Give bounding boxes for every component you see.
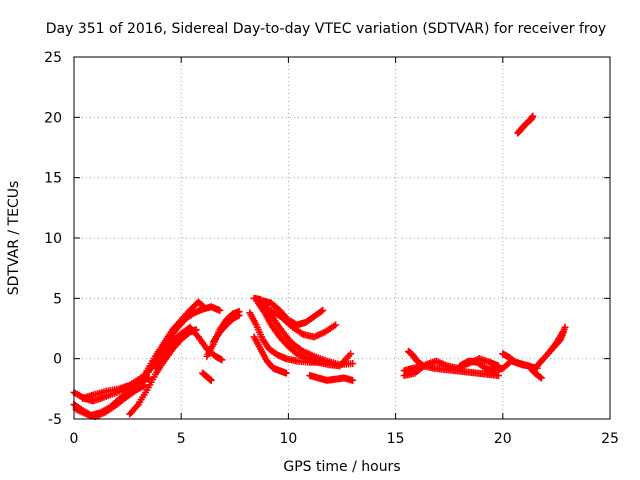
x-tick-label: 10 (279, 431, 297, 447)
data-point (317, 307, 325, 315)
data-point (418, 361, 426, 369)
x-tick-label: 25 (601, 431, 619, 447)
data-point (218, 356, 226, 364)
series-arc-o (259, 297, 327, 329)
data-point (207, 376, 215, 384)
data-point (216, 306, 224, 314)
data-point (349, 376, 357, 384)
data-point (529, 112, 537, 120)
x-axis-label: GPS time / hours (283, 459, 400, 475)
data-point (537, 374, 545, 382)
y-tick-label: 15 (44, 171, 62, 187)
series-arc-p (267, 306, 340, 341)
series-arc-z (514, 112, 537, 137)
series-arc-y (533, 323, 569, 370)
series-arc-g (151, 323, 226, 372)
chart-title: Day 351 of 2016, Sidereal Day-to-day VTE… (46, 21, 606, 37)
series-arc-i (199, 369, 215, 384)
series-arc-n (254, 299, 355, 370)
data-points (70, 112, 569, 421)
y-axis-label: SDTVAR / TECUs (6, 181, 22, 296)
series-arc-d (79, 374, 153, 402)
data-point (561, 323, 569, 331)
data-point (282, 369, 290, 377)
x-tick-label: 0 (70, 431, 79, 447)
data-point (319, 306, 327, 314)
data-point (235, 311, 243, 319)
series-arc-v (456, 357, 541, 375)
y-tick-label: 25 (44, 50, 62, 66)
y-tick-label: 0 (53, 352, 62, 368)
data-point (419, 362, 427, 370)
y-tick-label: 20 (44, 110, 62, 126)
data-point (495, 372, 503, 380)
series-arc-h (156, 303, 224, 355)
series-arc-u (404, 347, 427, 370)
data-point (347, 350, 355, 358)
data-point (349, 359, 357, 367)
series-arc-k (209, 311, 243, 346)
gridlines (74, 57, 610, 419)
series-arc-e (126, 326, 200, 418)
series-arc-r (306, 372, 357, 384)
data-point (332, 321, 340, 329)
series-arc-q (250, 333, 290, 377)
data-point (536, 373, 544, 381)
x-tick-label: 20 (494, 431, 512, 447)
series-arc-b (70, 327, 189, 419)
y-tick-label: 5 (53, 291, 62, 307)
x-tick-label: 5 (177, 431, 186, 447)
x-tick-label: 15 (387, 431, 405, 447)
axis-tick-labels: 0 5 10 15 20 25 -5 0 5 10 15 20 25 (44, 50, 619, 447)
y-tick-label: -5 (48, 412, 62, 428)
y-tick-label: 10 (44, 231, 62, 247)
data-point (145, 374, 153, 382)
axis-ticks (73, 56, 611, 420)
